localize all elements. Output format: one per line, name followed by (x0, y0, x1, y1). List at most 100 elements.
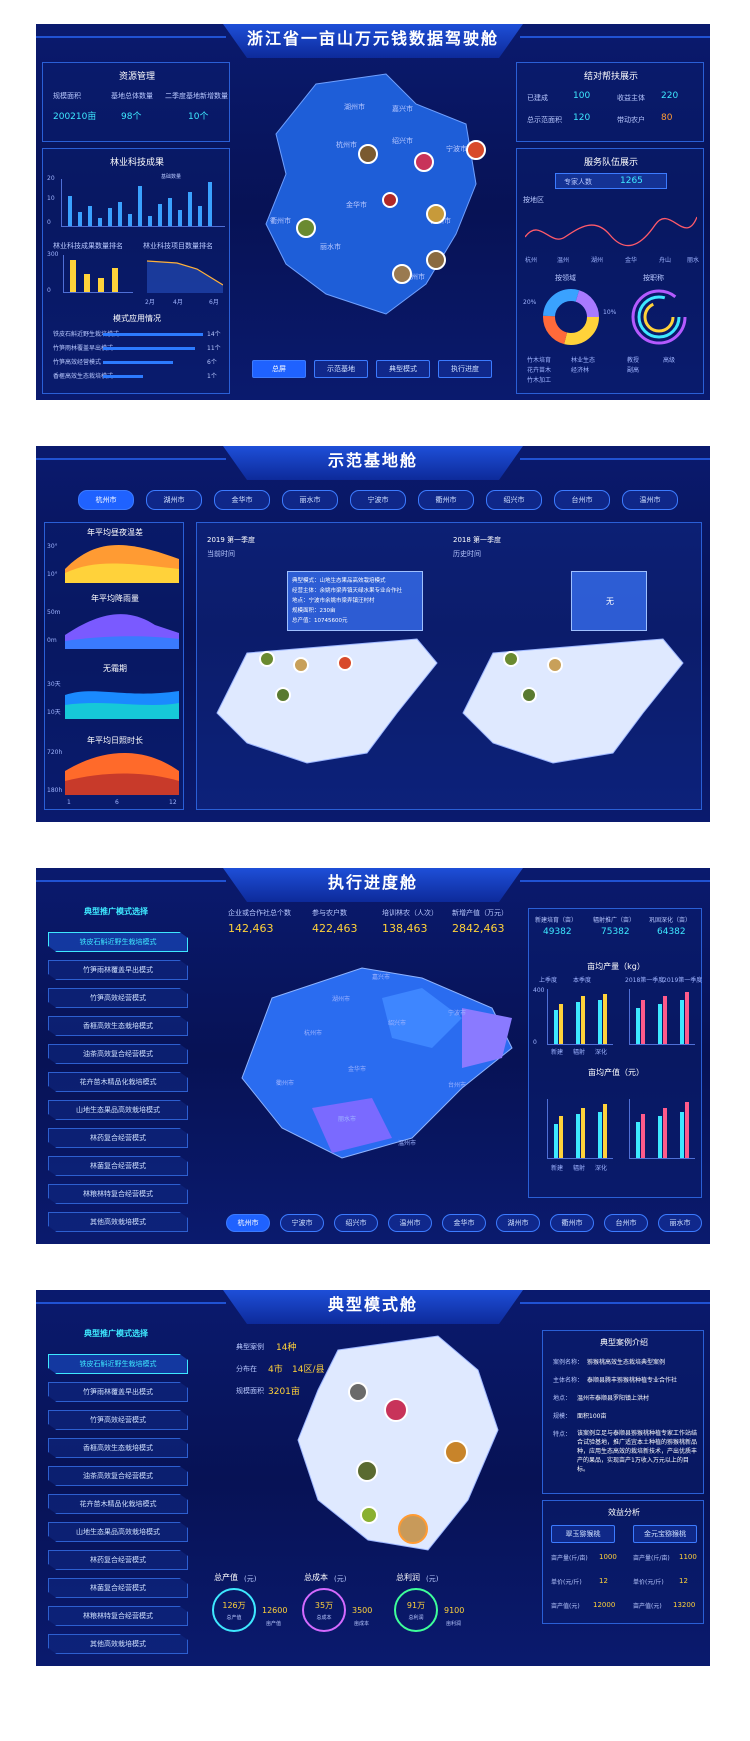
legend: 基础数量 (161, 174, 182, 180)
nav-mode[interactable]: 典型模式 (376, 360, 430, 378)
mode-item[interactable]: 花卉苗木精品化栽培模式 (48, 1072, 188, 1092)
tab-city[interactable]: 台州市 (604, 1214, 648, 1232)
tick-label: 20 (47, 175, 55, 182)
data-label: 20% (523, 299, 537, 306)
card-title: 模式应用情况 (113, 314, 161, 323)
base-photo[interactable] (426, 204, 446, 224)
zhejiang-road-map (297, 1335, 499, 1551)
divider (36, 36, 226, 38)
map-label: 湖州市 (332, 996, 351, 1003)
mode-item[interactable]: 山地生态果品高效栽培模式 (48, 1100, 188, 1120)
legend: 2019第一季度 (663, 977, 703, 984)
tick-label: 温州 (557, 257, 570, 264)
stat-label: 收益主体 (617, 94, 645, 102)
map-label: 温州市 (398, 1140, 417, 1147)
tick-label: 0 (47, 287, 51, 294)
mode-item[interactable]: 铁皮石斛近野生栽培模式 (48, 1354, 188, 1374)
base-photo[interactable] (466, 140, 486, 160)
mode-item[interactable]: 香榧高效生态栽培模式 (48, 1438, 188, 1458)
tab-city[interactable]: 湖州市 (496, 1214, 540, 1232)
mode-item[interactable]: 林药复合经营模式 (48, 1128, 188, 1148)
mode-item[interactable]: 油茶高效复合经营模式 (48, 1044, 188, 1064)
mode-item[interactable]: 竹笋雨林覆盖早出模式 (48, 960, 188, 980)
base-photo[interactable] (358, 144, 378, 164)
tab-city[interactable]: 台州市 (554, 490, 610, 510)
mode-item[interactable]: 油茶高效复合经营模式 (48, 1466, 188, 1486)
mode-item[interactable]: 香榧高效生态栽培模式 (48, 1016, 188, 1036)
base-photo[interactable] (444, 1440, 468, 1464)
tab-city[interactable]: 衢州市 (418, 490, 474, 510)
mode-item[interactable]: 竹笋高效经营模式 (48, 1410, 188, 1430)
base-photo[interactable] (384, 1398, 408, 1422)
nav-progress[interactable]: 执行进度 (438, 360, 492, 378)
legend: 本季度 (573, 977, 592, 984)
tab-city[interactable]: 丽水市 (658, 1214, 702, 1232)
base-photo[interactable] (275, 687, 291, 703)
base-photo[interactable] (521, 687, 537, 703)
tick-label: 4月 (173, 299, 183, 306)
mode-item[interactable]: 林菌复合经营模式 (48, 1578, 188, 1598)
tab-city[interactable]: 温州市 (388, 1214, 432, 1232)
base-photo[interactable] (360, 1506, 378, 1524)
base-photo[interactable] (337, 655, 353, 671)
yield-bar-chart-2 (629, 989, 695, 1045)
tab-city[interactable]: 绍兴市 (334, 1214, 378, 1232)
tab-city[interactable]: 杭州市 (78, 490, 134, 510)
base-photo[interactable] (392, 264, 412, 284)
nav-base[interactable]: 示范基地 (314, 360, 368, 378)
tab-city[interactable]: 宁波市 (350, 490, 406, 510)
map-label: 杭州市 (336, 141, 357, 149)
tick-label: 6月 (209, 299, 219, 306)
map-history (462, 638, 684, 764)
mode-item[interactable]: 竹笋高效经营模式 (48, 988, 188, 1008)
base-photo[interactable] (426, 250, 446, 270)
tab-city[interactable]: 温州市 (622, 490, 678, 510)
base-photo[interactable] (398, 1514, 428, 1544)
stat-value: 98个 (121, 112, 142, 122)
base-photo[interactable] (356, 1460, 378, 1482)
card-title: 服务队伍展示 (583, 158, 638, 168)
variety-tab[interactable]: 翠玉猕猴桃 (551, 1525, 615, 1543)
base-photo[interactable] (259, 651, 275, 667)
tab-city[interactable]: 湖州市 (146, 490, 202, 510)
base-photo[interactable] (414, 152, 434, 172)
base-photo[interactable] (296, 218, 316, 238)
map-current (216, 638, 438, 764)
tick-label: 杭州 (525, 257, 538, 264)
tab-city[interactable]: 金华市 (214, 490, 270, 510)
base-photo[interactable] (382, 192, 398, 208)
base-photo[interactable] (348, 1382, 368, 1402)
mode-item[interactable]: 铁皮石斛近野生栽培模式 (48, 932, 188, 952)
tab-city[interactable]: 绍兴市 (486, 490, 542, 510)
chart-title: 年平均日照时长 (87, 736, 143, 745)
tab-city[interactable]: 杭州市 (226, 1214, 270, 1232)
base-photo[interactable] (547, 657, 563, 673)
info-value: 3201亩 (268, 1387, 300, 1397)
tab-city[interactable]: 衢州市 (550, 1214, 594, 1232)
base-photo[interactable] (503, 651, 519, 667)
tab-city[interactable]: 宁波市 (280, 1214, 324, 1232)
mode-item[interactable]: 林粮林特复合经营模式 (48, 1184, 188, 1204)
tab-city[interactable]: 金华市 (442, 1214, 486, 1232)
mode-item[interactable]: 林药复合经营模式 (48, 1550, 188, 1570)
value-bar-chart-2 (629, 1099, 695, 1159)
mode-item[interactable]: 花卉苗木精品化栽培模式 (48, 1494, 188, 1514)
mode-item[interactable]: 竹笋雨林覆盖早出模式 (48, 1382, 188, 1402)
map-label: 丽水市 (320, 243, 341, 251)
mode-item[interactable]: 其他高效栽培模式 (48, 1634, 188, 1654)
chart-title: 年平均降雨量 (91, 594, 139, 603)
variety-tab[interactable]: 金元宝猕猴桃 (633, 1525, 697, 1543)
period-sub: 历史时间 (453, 550, 481, 558)
mode-item[interactable]: 林菌复合经营模式 (48, 1156, 188, 1176)
tab-city[interactable]: 丽水市 (282, 490, 338, 510)
info-popup: 无 (571, 571, 647, 631)
base-photo[interactable] (293, 657, 309, 673)
nav-overview[interactable]: 总屏 (252, 360, 306, 378)
stat-value: 100 (573, 91, 591, 101)
chart-title: 按职称 (643, 274, 664, 282)
stat-value: 200210亩 (53, 112, 97, 122)
mode-item[interactable]: 其他高效栽培模式 (48, 1212, 188, 1232)
mode-item[interactable]: 林粮林特复合经营模式 (48, 1606, 188, 1626)
mode-item[interactable]: 山地生态果品高效栽培模式 (48, 1522, 188, 1542)
map-label: 衢州市 (276, 1080, 295, 1087)
